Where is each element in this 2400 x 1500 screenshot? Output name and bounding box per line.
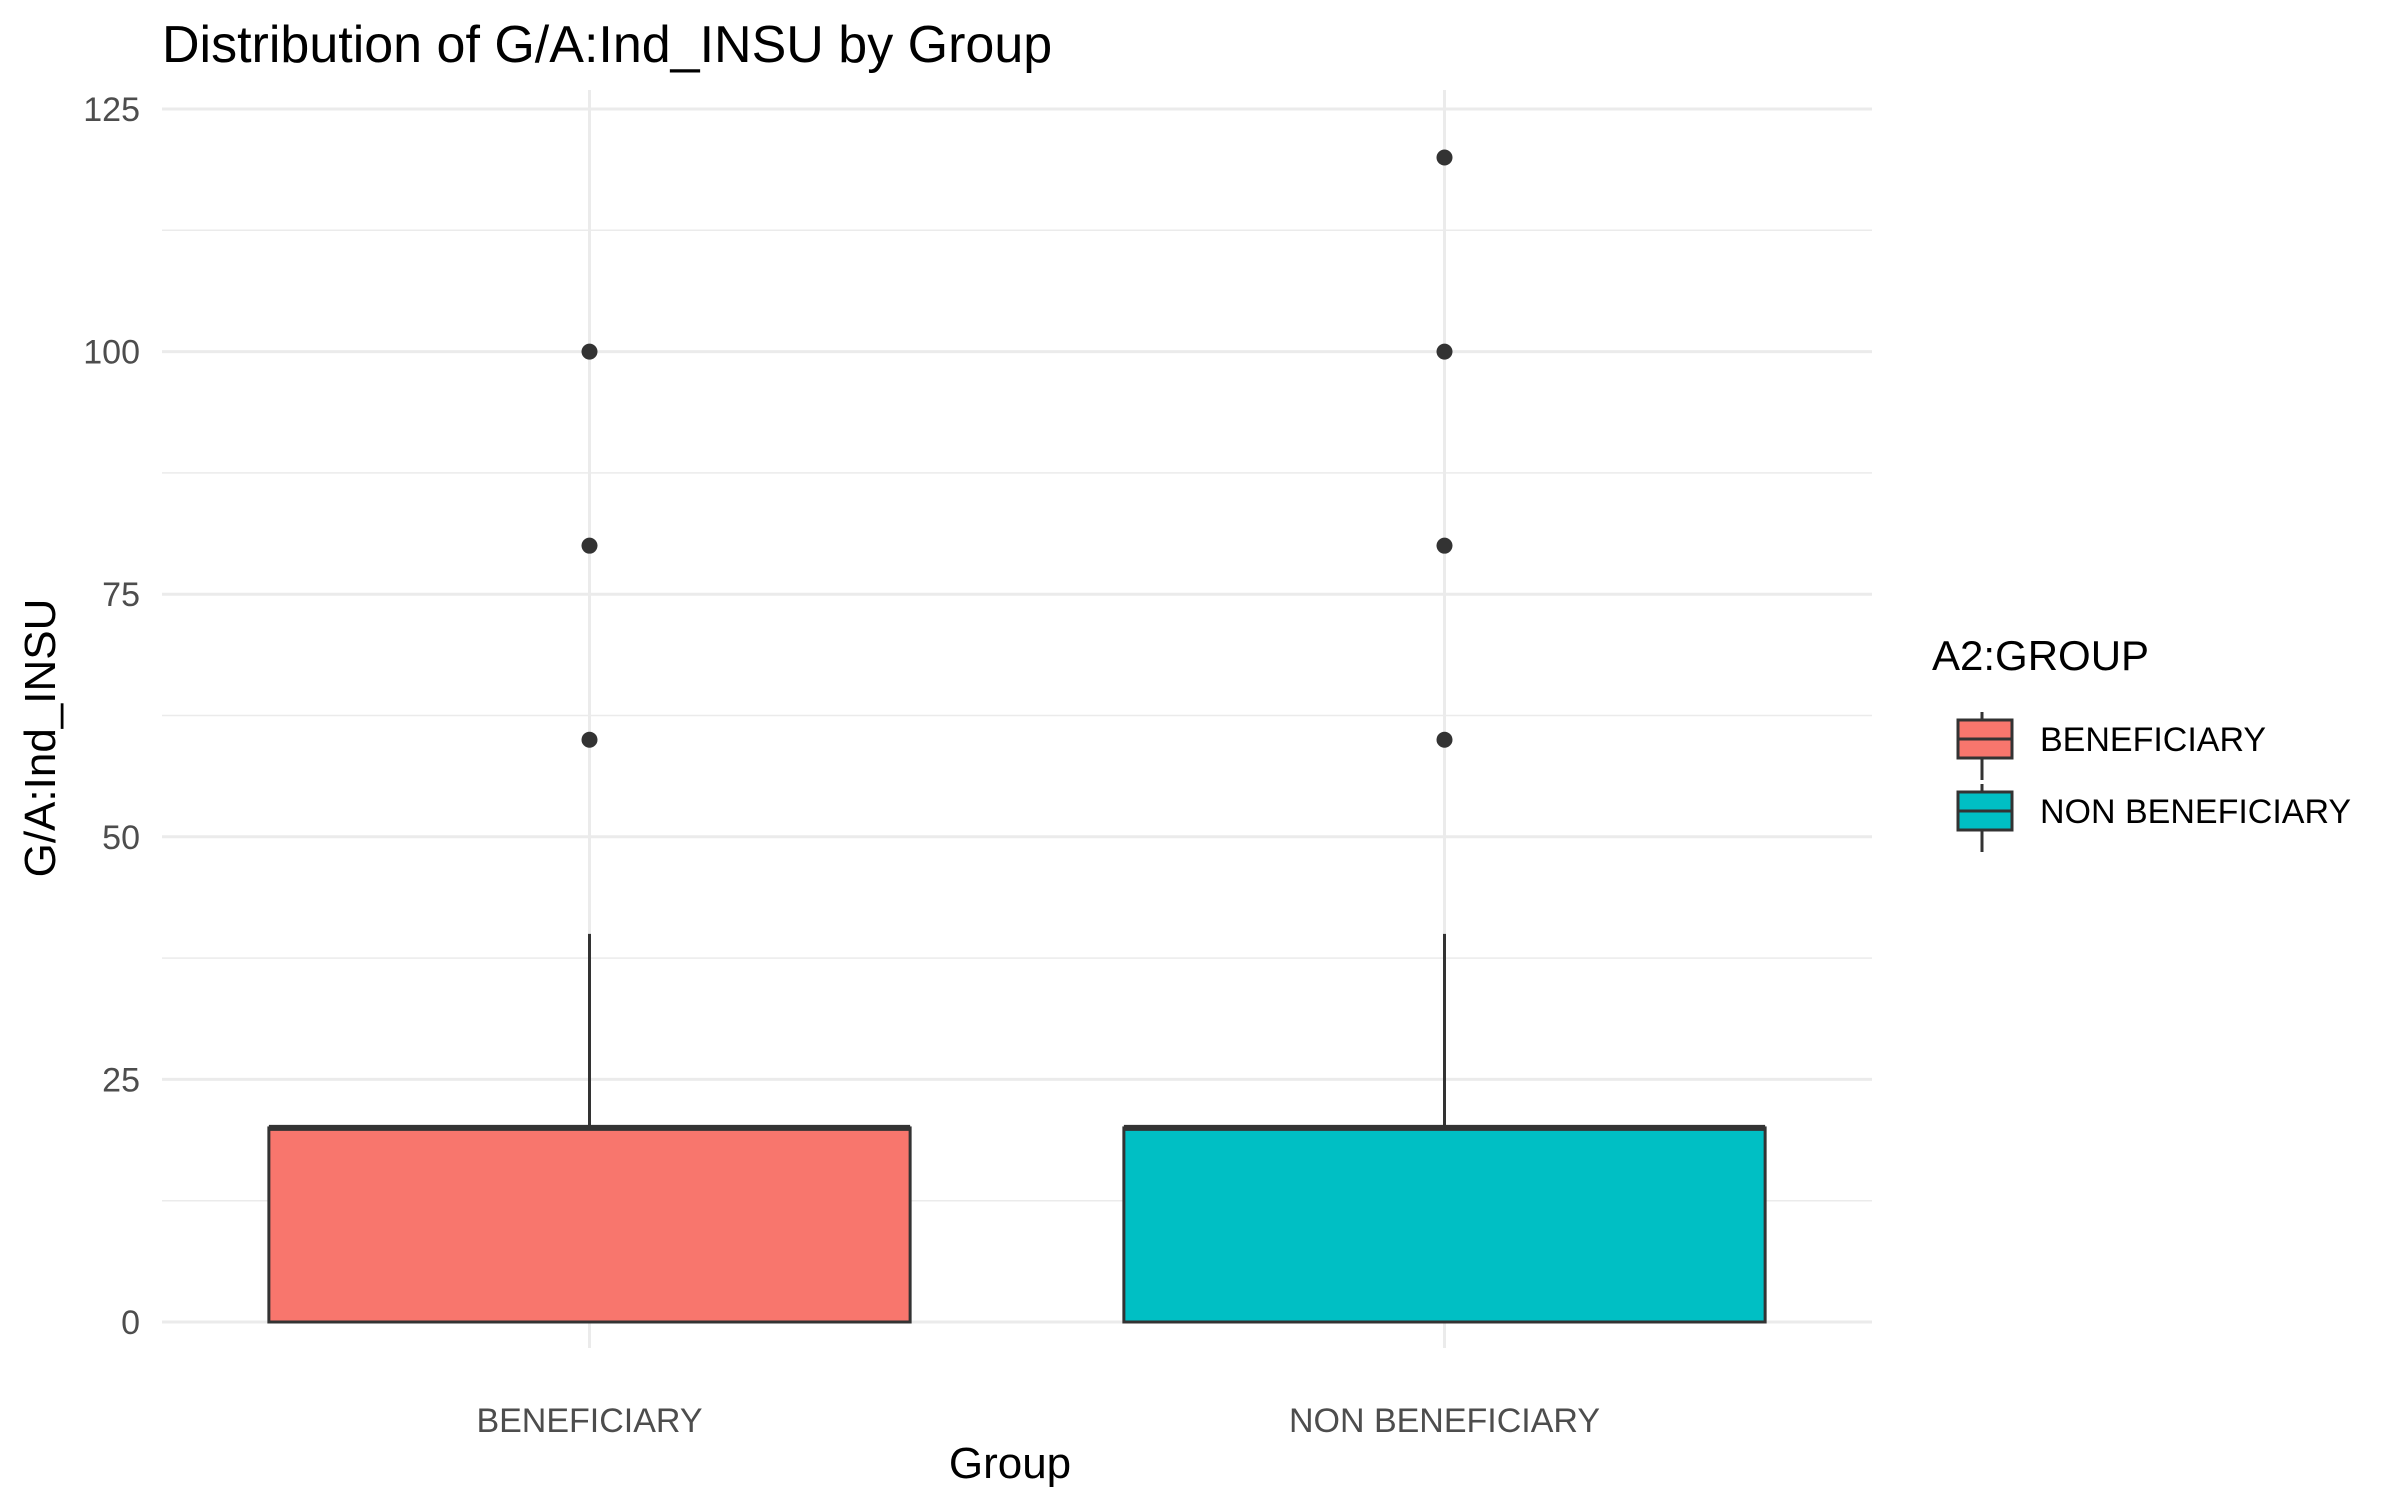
y-tick-label: 25 — [102, 1061, 140, 1099]
x-axis-title: Group — [949, 1439, 1071, 1488]
outlier-point — [1436, 731, 1453, 748]
y-axis-ticks: 0 25 50 75 100 125 — [83, 91, 140, 1342]
legend: A2:GROUP BENEFICIARY NON BENEFICIARY — [1932, 632, 2351, 852]
y-axis-title: G/A:Ind_INSU — [16, 599, 65, 878]
chart-title: Distribution of G/A:Ind_INSU by Group — [162, 16, 1052, 74]
y-tick-label: 125 — [83, 91, 140, 129]
box-body — [1122, 1126, 1767, 1324]
box-body — [267, 1126, 912, 1324]
x-tick-label: NON BENEFICIARY — [1289, 1402, 1600, 1440]
y-tick-label: 50 — [102, 819, 140, 857]
legend-item: BENEFICIARY — [1956, 712, 2266, 780]
outlier-point — [581, 731, 598, 748]
legend-item: NON BENEFICIARY — [1956, 784, 2351, 852]
x-tick-label: BENEFICIARY — [476, 1402, 702, 1440]
outlier-point — [581, 537, 598, 554]
legend-items: BENEFICIARY NON BENEFICIARY — [1956, 712, 2351, 852]
y-tick-label: 0 — [121, 1304, 140, 1342]
outlier-point — [1436, 149, 1453, 166]
legend-label: NON BENEFICIARY — [2040, 793, 2351, 831]
y-tick-label: 100 — [83, 334, 140, 372]
outlier-point — [1436, 343, 1453, 360]
y-tick-label: 75 — [102, 576, 140, 614]
outlier-point — [581, 343, 598, 360]
legend-label: BENEFICIARY — [2040, 721, 2266, 759]
box-layer — [267, 149, 1767, 1324]
legend-title: A2:GROUP — [1932, 632, 2149, 679]
outlier-point — [1436, 537, 1453, 554]
box-group — [267, 343, 912, 1324]
box-group — [1122, 149, 1767, 1324]
x-axis-ticks: BENEFICIARY NON BENEFICIARY — [476, 1402, 1600, 1440]
